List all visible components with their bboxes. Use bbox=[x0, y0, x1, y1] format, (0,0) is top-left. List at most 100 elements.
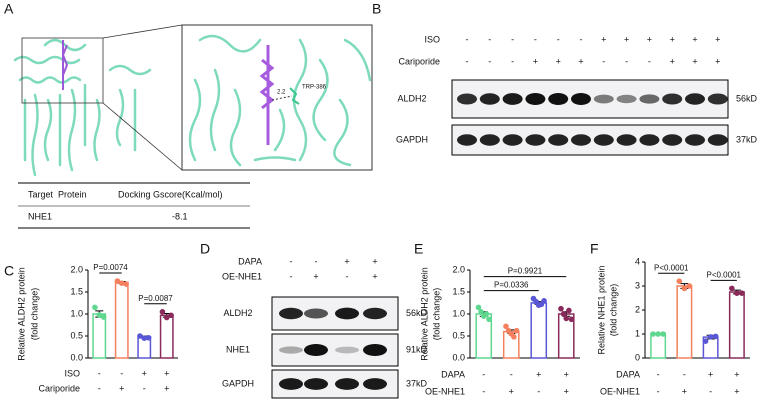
condition-sign: - bbox=[580, 34, 583, 44]
condition-sign: + bbox=[119, 383, 124, 393]
blot-band bbox=[616, 94, 637, 104]
blot-band bbox=[279, 378, 303, 390]
y-tick-label: 3 bbox=[635, 280, 640, 290]
data-point bbox=[483, 311, 490, 317]
protein-label: GAPDH bbox=[222, 378, 254, 388]
data-point bbox=[96, 312, 103, 318]
data-point bbox=[145, 334, 152, 341]
data-point bbox=[563, 315, 570, 322]
data-point bbox=[655, 331, 661, 337]
bar bbox=[650, 333, 667, 359]
y-axis-label: Relative NHE1 protein bbox=[596, 265, 606, 354]
residue-label: TRP-386 bbox=[302, 85, 327, 91]
p-value: P<0.0001 bbox=[707, 271, 742, 280]
size-label: 56kD bbox=[736, 93, 758, 103]
blot-band bbox=[279, 307, 303, 320]
size-label: 37kD bbox=[736, 134, 758, 144]
blot-band bbox=[593, 94, 614, 104]
bar bbox=[114, 281, 129, 359]
y-tick-label: 1.5 bbox=[452, 286, 465, 296]
data-point bbox=[475, 304, 482, 311]
blot-band bbox=[525, 93, 546, 105]
y-tick-label: 0.0 bbox=[452, 352, 465, 362]
protein-label: NHE1 bbox=[226, 344, 250, 354]
blot-band bbox=[363, 307, 387, 320]
data-point bbox=[676, 278, 683, 285]
condition-sign: + bbox=[670, 34, 675, 44]
bar bbox=[676, 285, 693, 359]
y-tick-label: 0.0 bbox=[70, 352, 83, 362]
data-point bbox=[159, 309, 166, 315]
blot-band bbox=[707, 134, 728, 146]
condition-label: DAPA bbox=[238, 256, 262, 266]
blot-band bbox=[335, 346, 359, 354]
blot-band bbox=[639, 134, 660, 146]
blot-band bbox=[304, 344, 328, 356]
blot-band bbox=[457, 134, 477, 146]
blot-band bbox=[639, 94, 660, 104]
blot-band bbox=[304, 308, 328, 319]
data-point bbox=[558, 305, 564, 312]
condition-sign: + bbox=[164, 368, 169, 378]
size-label: 56kD bbox=[406, 308, 428, 318]
condition-sign: + bbox=[142, 368, 147, 378]
data-point bbox=[734, 290, 740, 297]
data-point bbox=[686, 283, 693, 289]
bar bbox=[92, 313, 107, 359]
condition-sign: + bbox=[670, 56, 675, 66]
data-point bbox=[566, 307, 572, 314]
condition-label: DAPA bbox=[616, 369, 640, 379]
blot-band bbox=[335, 307, 359, 320]
panel-label: E bbox=[414, 241, 423, 257]
p-value: P=0.9921 bbox=[508, 267, 543, 276]
condition-sign: + bbox=[692, 34, 697, 44]
condition-label: OE-NHE1 bbox=[425, 386, 465, 396]
blot-band bbox=[662, 134, 683, 146]
table-cell: NHE1 bbox=[28, 211, 52, 221]
condition-sign: - bbox=[290, 256, 293, 266]
blot-band bbox=[457, 93, 477, 105]
y-tick-label: 1 bbox=[635, 328, 640, 338]
data-point bbox=[141, 335, 148, 342]
condition-label: Cariporide bbox=[398, 56, 440, 66]
y-axis-label: (fold change) bbox=[431, 288, 441, 341]
y-tick-label: 1.0 bbox=[70, 308, 83, 318]
panel-label: B bbox=[372, 1, 381, 17]
distance-label: 2.2 bbox=[277, 90, 286, 96]
blot-band bbox=[479, 134, 500, 146]
p-value: P=0.0336 bbox=[494, 281, 529, 290]
condition-label: OE-NHE1 bbox=[600, 386, 640, 396]
condition-sign: + bbox=[372, 271, 377, 281]
condition-sign: - bbox=[657, 369, 660, 379]
y-tick-label: 0 bbox=[635, 352, 640, 362]
p-value: P<0.0001 bbox=[654, 263, 689, 272]
data-point bbox=[114, 278, 121, 284]
condition-sign: - bbox=[98, 368, 101, 378]
condition-sign: - bbox=[625, 56, 628, 66]
blot-band bbox=[479, 93, 500, 105]
condition-sign: - bbox=[657, 386, 660, 396]
condition-label: DAPA bbox=[441, 369, 465, 379]
blot-band bbox=[502, 134, 523, 146]
data-point bbox=[702, 338, 709, 345]
condition-sign: - bbox=[537, 386, 540, 396]
y-tick-label: 2 bbox=[635, 304, 640, 314]
y-tick-label: 1.0 bbox=[452, 308, 465, 318]
blot-band bbox=[571, 134, 591, 146]
condition-sign: + bbox=[734, 386, 739, 396]
blot-band bbox=[662, 93, 683, 105]
bar bbox=[728, 291, 745, 359]
data-point bbox=[707, 334, 714, 340]
data-point bbox=[118, 280, 125, 287]
data-point bbox=[486, 316, 492, 323]
table-cell: -8.1 bbox=[172, 211, 188, 221]
protein-label: ALDH2 bbox=[397, 93, 426, 103]
y-axis-label: Relative ALDH2 protein bbox=[16, 267, 26, 361]
bar bbox=[159, 314, 174, 359]
condition-sign: - bbox=[683, 369, 686, 379]
data-point bbox=[739, 290, 745, 297]
data-point bbox=[168, 312, 174, 319]
y-axis-label: (fold change) bbox=[608, 284, 618, 337]
condition-label: OE-NHE1 bbox=[222, 271, 262, 281]
